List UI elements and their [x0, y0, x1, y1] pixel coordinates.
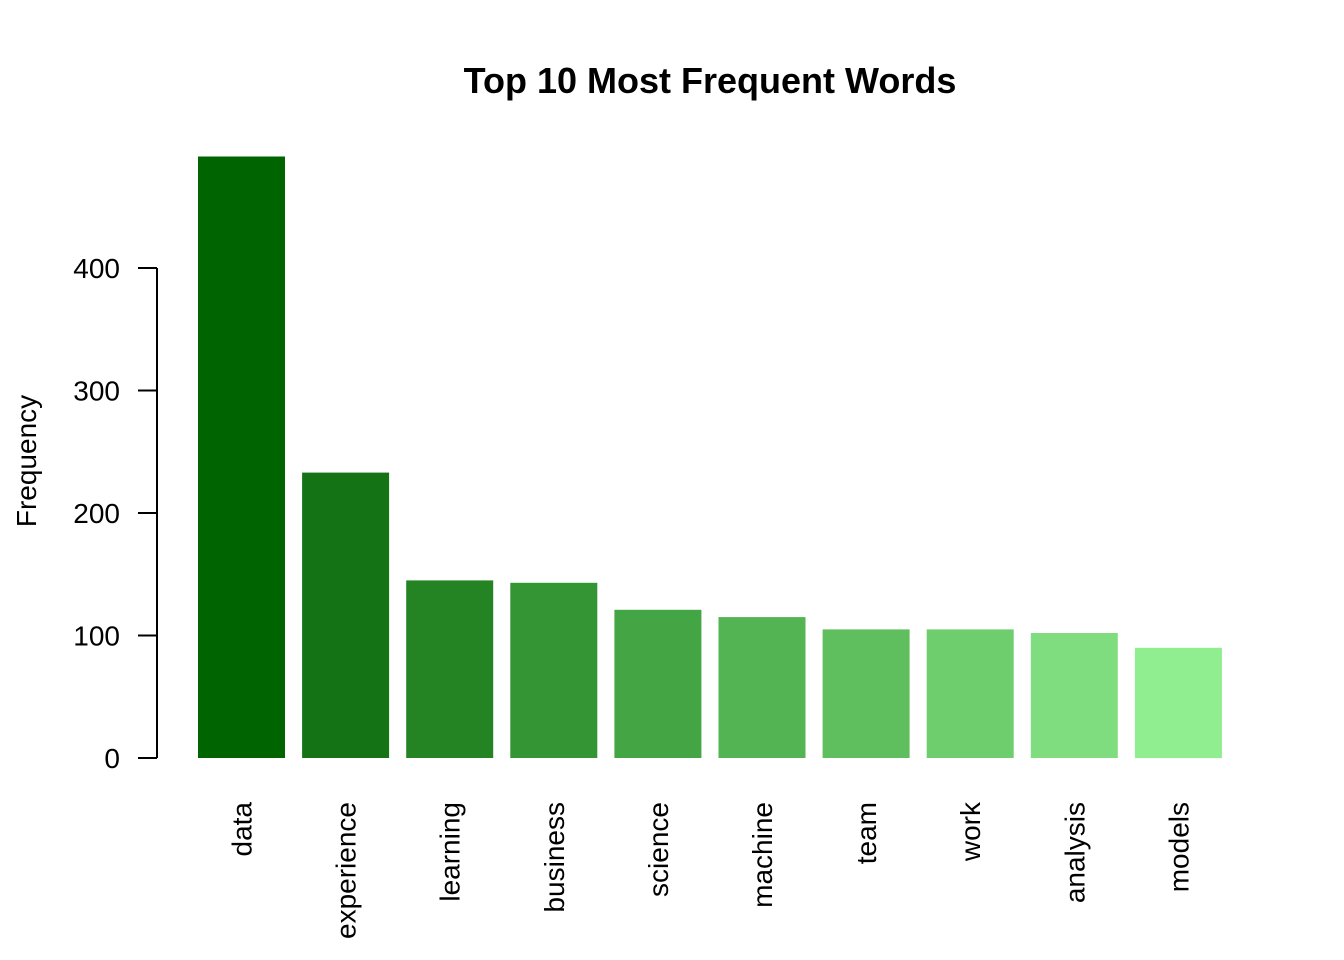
- bar-data: [198, 156, 285, 758]
- y-tick-label: 100: [73, 621, 120, 652]
- bar-business: [510, 582, 598, 758]
- bar-machine: [718, 617, 806, 758]
- category-label-learning: learning: [435, 802, 466, 902]
- bar-work: [926, 629, 1014, 758]
- bar-models: [1134, 647, 1222, 759]
- category-label-models: models: [1163, 802, 1194, 892]
- category-label-team: team: [851, 802, 882, 864]
- bar-learning: [406, 580, 494, 758]
- category-label-science: science: [643, 802, 674, 897]
- bar-team: [822, 629, 910, 758]
- category-label-data: data: [227, 802, 258, 857]
- y-axis-label: Frequency: [11, 395, 42, 527]
- y-tick-label: 0: [104, 743, 120, 774]
- category-label-business: business: [539, 802, 570, 913]
- category-label-work: work: [955, 801, 986, 862]
- y-axis: 0 100 200 300 400: [73, 253, 158, 774]
- y-tick-label: 200: [73, 498, 120, 529]
- bar-analysis: [1030, 633, 1118, 758]
- y-tick-label: 300: [73, 376, 120, 407]
- y-tick-label: 400: [73, 253, 120, 284]
- category-labels: data experience learning business science mac…: [227, 801, 1195, 939]
- chart-title: Top 10 Most Frequent Words: [464, 60, 957, 101]
- category-label-experience: experience: [331, 802, 362, 939]
- category-label-machine: machine: [747, 802, 778, 908]
- bars: [198, 156, 1222, 759]
- category-label-analysis: analysis: [1059, 802, 1090, 903]
- bar-science: [614, 609, 702, 758]
- bar-experience: [302, 472, 390, 758]
